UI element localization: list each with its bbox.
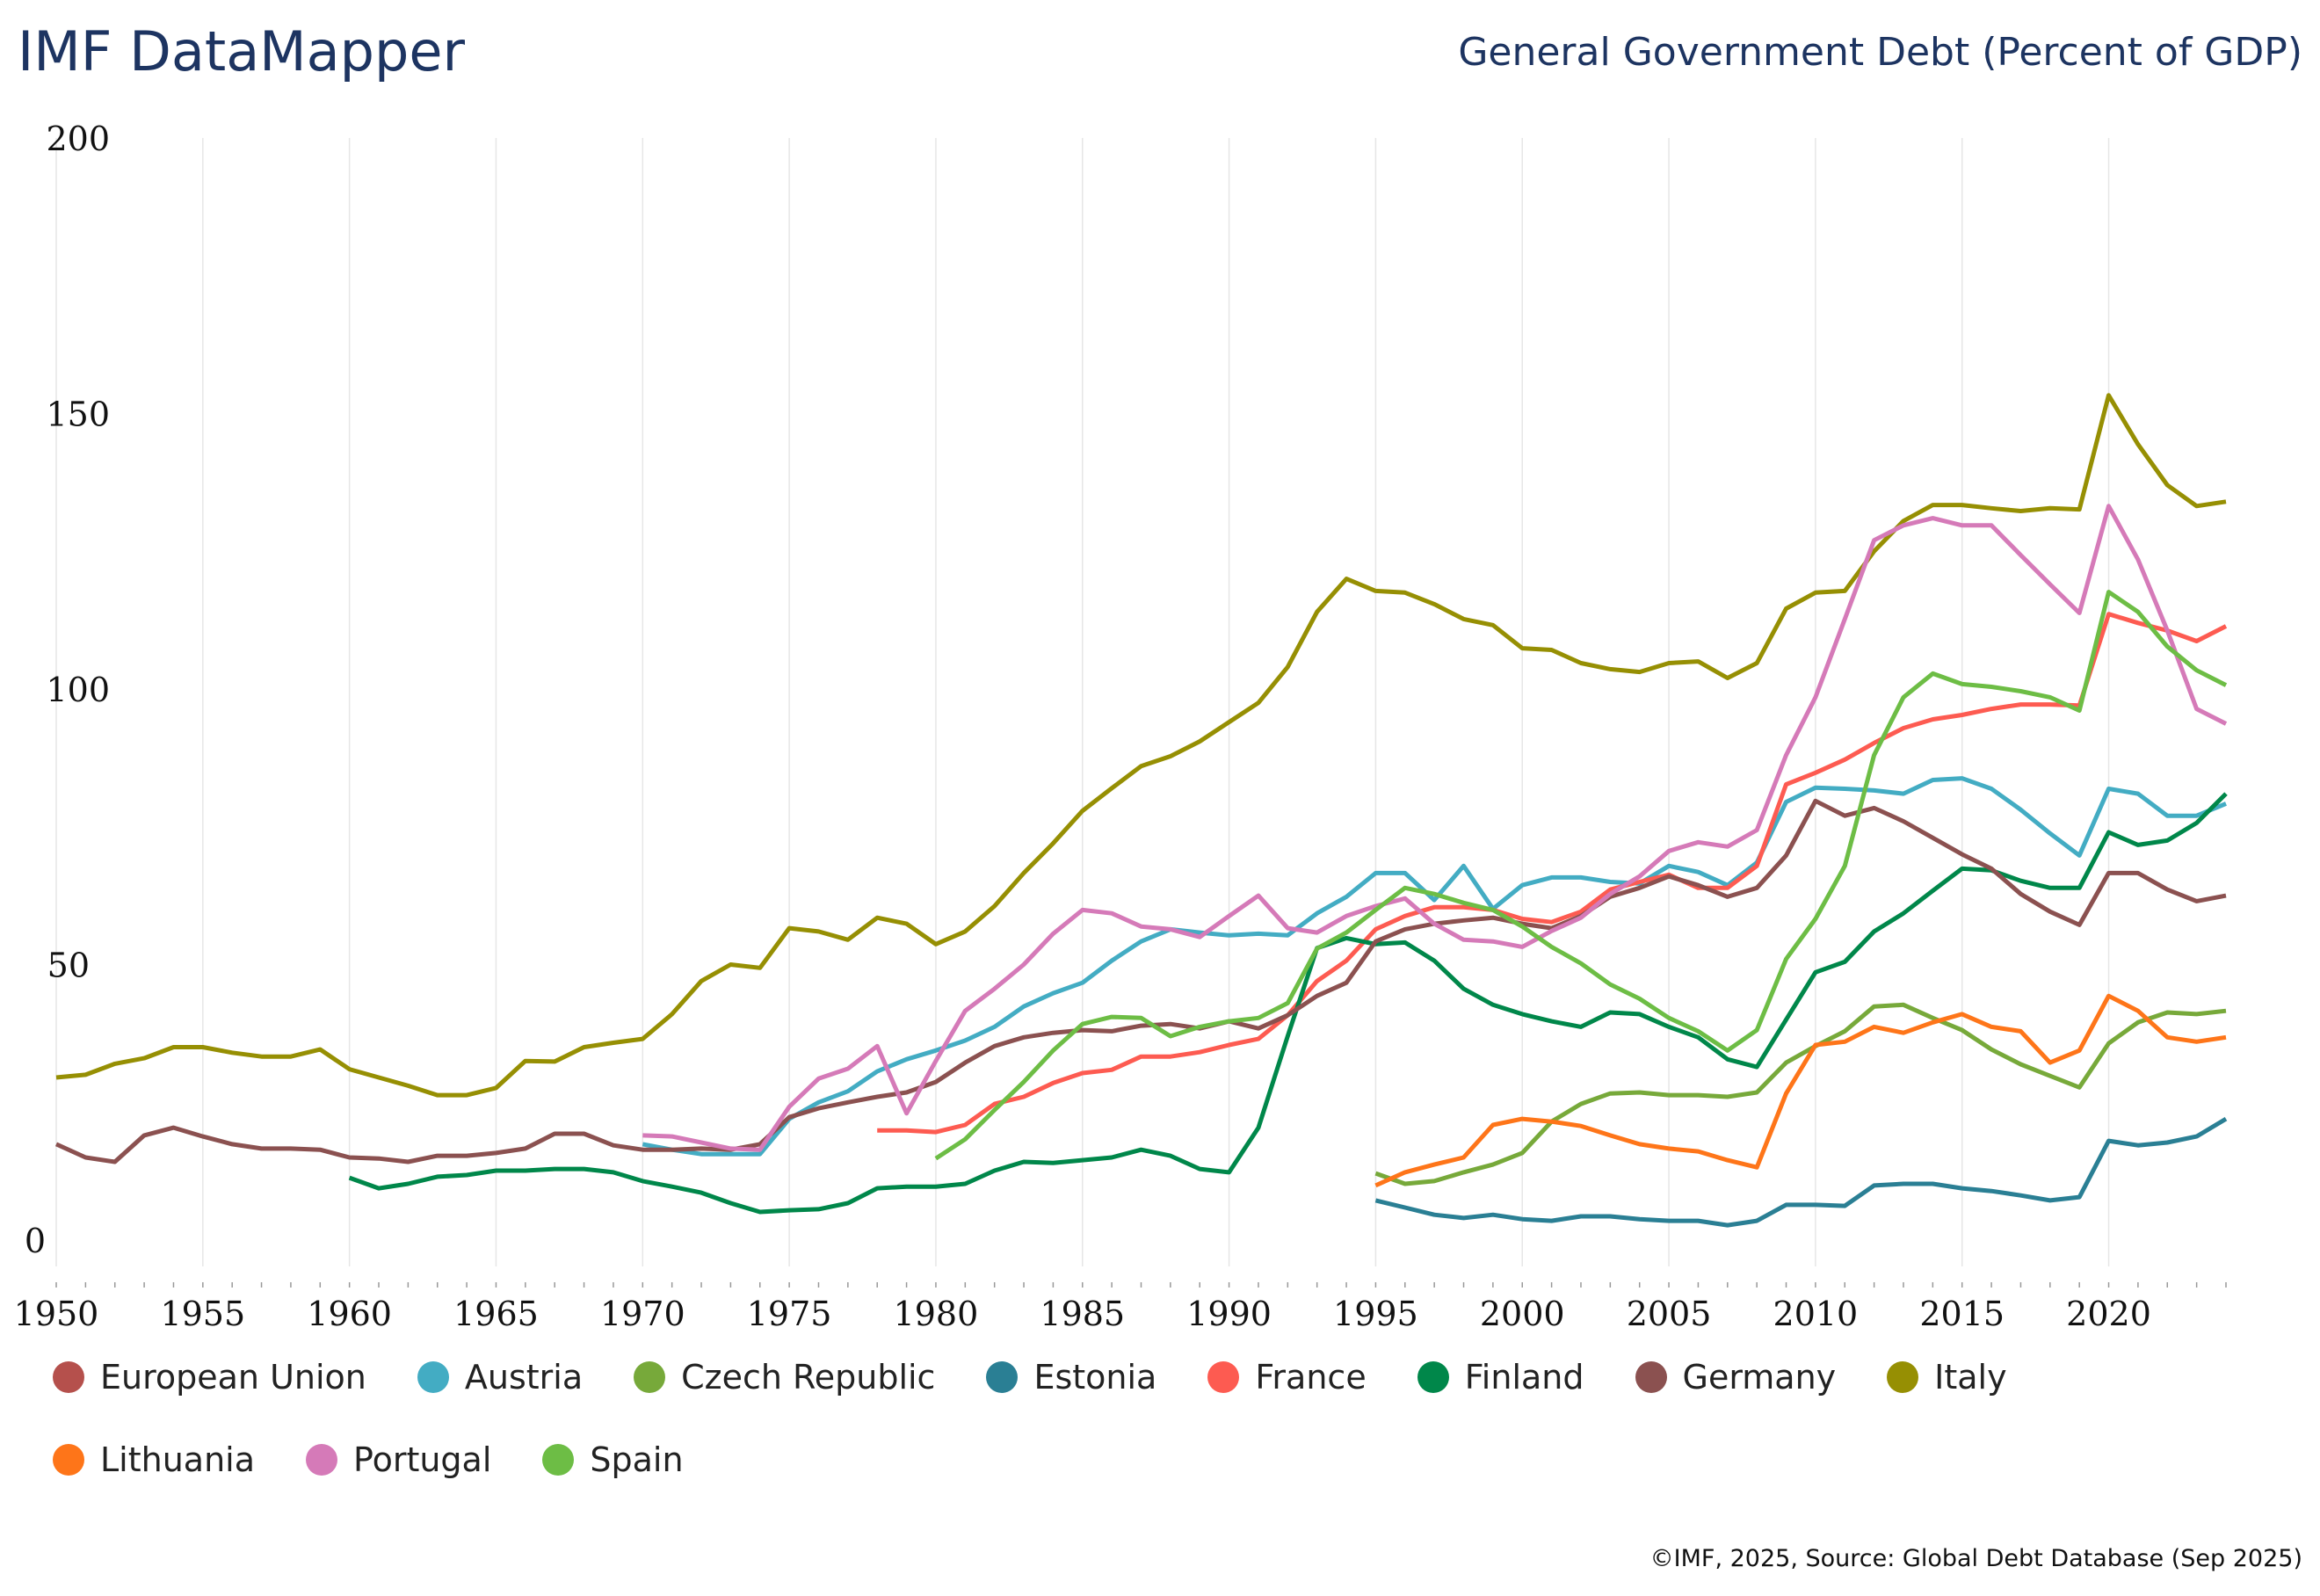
x-tick-label: 1960: [307, 1295, 392, 1333]
legend-label: Portugal: [353, 1440, 492, 1479]
series-line-finland: [348, 792, 2228, 1215]
legend-label: France: [1255, 1358, 1367, 1396]
legend-swatch: [417, 1361, 449, 1393]
legend-item-czech-republic[interactable]: Czech Republic: [634, 1349, 935, 1405]
legend-label: Austria: [464, 1358, 584, 1396]
y-tick-label: 200: [46, 120, 110, 158]
legend-item-france[interactable]: France: [1207, 1349, 1367, 1405]
legend-swatch: [1887, 1361, 1919, 1393]
x-tick-label: 2015: [1919, 1295, 2005, 1333]
x-tick-label: 1965: [453, 1295, 539, 1333]
legend-swatch: [1207, 1361, 1240, 1393]
x-tick-label: 1995: [1333, 1295, 1418, 1333]
brand-title: IMF DataMapper: [18, 19, 466, 83]
series-line-lithuania: [1374, 993, 2227, 1188]
legend-label: Spain: [590, 1440, 684, 1479]
x-tick-label: 2000: [1480, 1295, 1565, 1333]
series-line-portugal: [642, 504, 2228, 1152]
legend-label: European Union: [100, 1358, 366, 1396]
legend-swatch: [1417, 1361, 1449, 1393]
legend-label: Germany: [1682, 1358, 1837, 1396]
legend-item-spain[interactable]: Spain: [542, 1432, 684, 1488]
legend: European Union Austria Czech Republic Eston…: [53, 1349, 2302, 1488]
series-line-spain: [934, 590, 2228, 1161]
chart-title: General Government Debt (Percent of GDP): [1458, 30, 2302, 75]
x-tick-label: 1955: [160, 1295, 245, 1333]
series-line-czech-republic: [1374, 1002, 2227, 1186]
x-tick-label: 2020: [2066, 1295, 2151, 1333]
source-footer: ©IMF, 2025, Source: Global Debt Database…: [1649, 1545, 2302, 1572]
legend-item-portugal[interactable]: Portugal: [306, 1432, 491, 1488]
legend-swatch: [53, 1444, 84, 1476]
legend-swatch: [634, 1361, 666, 1393]
x-tick-label: 1970: [600, 1295, 685, 1333]
legend-item-italy[interactable]: Italy: [1887, 1349, 2007, 1405]
x-tick-label: 1990: [1186, 1295, 1272, 1333]
y-tick-label: 0: [25, 1222, 46, 1260]
y-tick-label: 50: [47, 947, 90, 985]
legend-item-estonia[interactable]: Estonia: [986, 1349, 1156, 1405]
series-line-france: [877, 612, 2228, 1135]
x-tick-label: 2005: [1627, 1295, 1712, 1333]
x-tick-label: 1985: [1040, 1295, 1125, 1333]
y-tick-label: 100: [46, 671, 110, 709]
legend-swatch: [53, 1361, 84, 1393]
legend-item-austria[interactable]: Austria: [417, 1349, 583, 1405]
series-line-estonia: [1374, 1116, 2228, 1228]
legend-item-finland[interactable]: Finland: [1417, 1349, 1584, 1405]
series-line-italy: [55, 393, 2227, 1098]
legend-label: Italy: [1934, 1358, 2007, 1396]
legend-label: Estonia: [1033, 1358, 1157, 1396]
legend-label: Lithuania: [100, 1440, 256, 1479]
legend-label: Czech Republic: [681, 1358, 936, 1396]
legend-item-germany[interactable]: Germany: [1635, 1349, 1837, 1405]
legend-item-lithuania[interactable]: Lithuania: [53, 1432, 255, 1488]
legend-swatch: [542, 1444, 575, 1476]
legend-swatch: [986, 1361, 1019, 1393]
series-line-germany: [54, 798, 2227, 1164]
legend-swatch: [306, 1444, 338, 1476]
x-tick-label: 1975: [747, 1295, 832, 1333]
legend-label: Finland: [1464, 1358, 1584, 1396]
series-line-austria: [642, 776, 2227, 1157]
x-tick-label: 2010: [1773, 1295, 1859, 1333]
x-tick-label: 1950: [14, 1295, 99, 1333]
legend-item-european-union[interactable]: European Union: [53, 1349, 366, 1405]
legend-swatch: [1635, 1361, 1667, 1393]
line-chart: 1950 1955 1960 1965 1970 1975 1980 1985 1990 1995…: [14, 120, 2228, 1333]
x-tick-label: 1980: [894, 1295, 979, 1333]
y-tick-label: 150: [46, 395, 110, 434]
